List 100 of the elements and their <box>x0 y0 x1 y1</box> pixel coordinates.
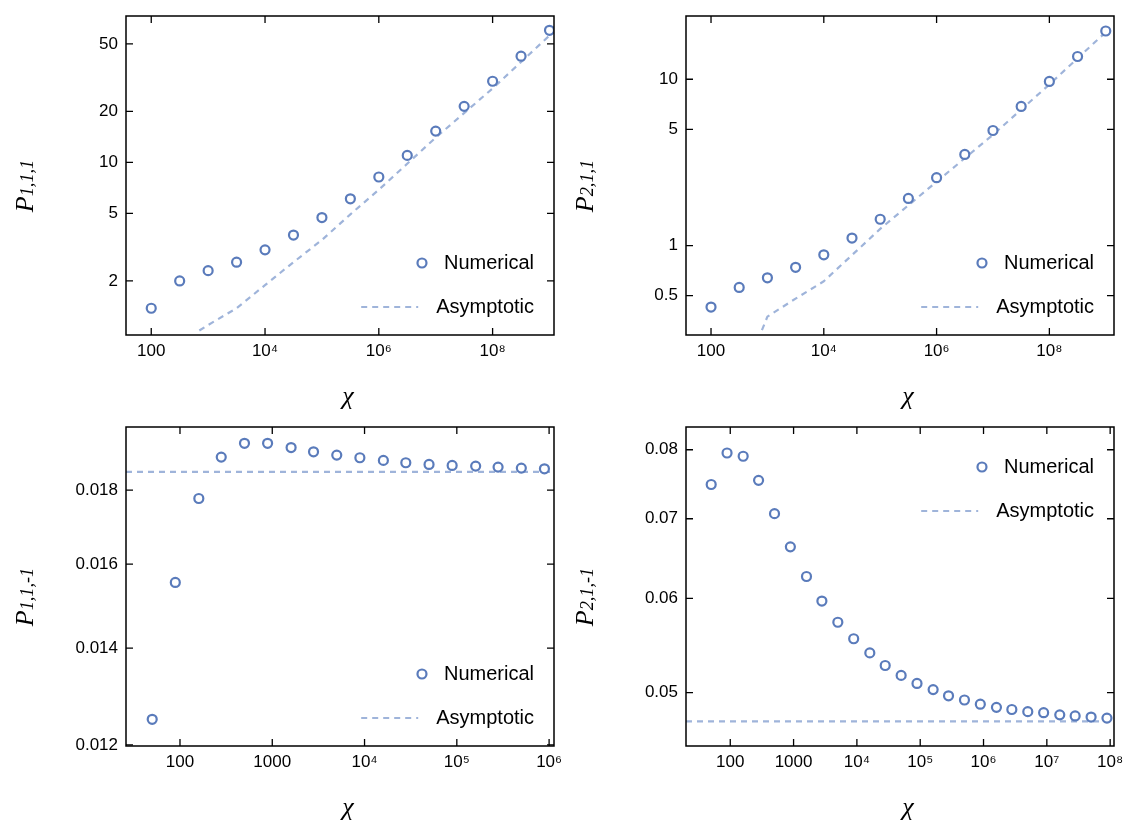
point <box>146 713 158 725</box>
x-tick-label: 100 <box>696 341 726 361</box>
point <box>238 437 251 449</box>
point <box>1101 712 1113 724</box>
x-tick-label: 100 <box>716 752 745 772</box>
point <box>262 437 274 449</box>
legend-label: Numerical <box>443 250 535 273</box>
point <box>987 124 999 137</box>
y-tick-label: 0.5 <box>654 285 678 305</box>
x-tick-label: 10⁶ <box>536 752 563 772</box>
point <box>818 249 830 261</box>
point <box>377 454 389 467</box>
x-tick-label: 1000 <box>253 752 292 772</box>
point <box>768 508 781 520</box>
y-tick-label: 5 <box>108 203 118 223</box>
point <box>215 451 227 463</box>
x-tick-label: 10⁴ <box>351 752 378 772</box>
point <box>895 669 907 682</box>
x-axis-title: χ <box>339 381 355 411</box>
x-tick-label: 10⁸ <box>1097 752 1124 772</box>
point <box>538 463 551 475</box>
point <box>790 261 802 273</box>
point <box>930 172 943 184</box>
y-tick-label: 0.07 <box>644 508 678 528</box>
point <box>1054 709 1066 721</box>
y-tick-label: 10 <box>659 68 678 88</box>
point <box>1038 707 1050 719</box>
point <box>515 50 527 62</box>
point <box>430 125 442 137</box>
point <box>174 275 186 287</box>
x-tick-label: 10⁴ <box>251 341 279 361</box>
x-tick-label: 10⁴ <box>843 752 870 772</box>
point <box>543 24 554 36</box>
x-tick-label: 100 <box>137 341 166 361</box>
x-tick-label: 10⁵ <box>443 752 470 772</box>
point <box>816 595 828 607</box>
point <box>316 211 328 224</box>
x-tick-label: 1000 <box>774 752 813 772</box>
point <box>230 256 243 268</box>
y-tick-label: 0.05 <box>644 682 678 702</box>
x-tick-label: 10⁴ <box>810 341 837 361</box>
x-axis-title: χ <box>899 792 915 822</box>
point <box>784 541 796 553</box>
y-tick-label: 0.012 <box>75 734 118 754</box>
point <box>958 694 971 706</box>
point <box>705 478 717 491</box>
y-tick-label: 0.06 <box>644 588 678 608</box>
y-tick-label: 1 <box>668 235 678 255</box>
x-tick-label: 10⁶ <box>923 341 950 361</box>
point <box>942 690 955 702</box>
x-tick-label: 10⁸ <box>1036 341 1063 361</box>
point <box>927 684 939 696</box>
point <box>1015 100 1027 113</box>
point <box>1006 703 1018 716</box>
point <box>145 302 157 314</box>
x-tick-label: 10⁸ <box>479 341 506 361</box>
point <box>761 272 774 284</box>
point <box>1100 25 1112 37</box>
point <box>846 232 858 244</box>
point <box>193 492 205 505</box>
point <box>331 449 343 461</box>
point <box>1069 710 1081 722</box>
x-tick-label: 10⁵ <box>907 752 934 772</box>
y-tick-label: 5 <box>668 119 678 138</box>
point <box>721 447 733 459</box>
point <box>458 100 470 112</box>
x-tick-label: 10⁷ <box>1034 752 1060 772</box>
point <box>874 213 886 225</box>
point <box>864 647 876 659</box>
point <box>373 171 385 183</box>
point <box>446 459 458 472</box>
point <box>848 633 860 645</box>
legend-label: Asymptotic <box>996 294 1095 317</box>
point <box>959 148 971 161</box>
point <box>344 193 356 205</box>
x-tick-label: 100 <box>165 752 195 772</box>
point <box>800 570 813 583</box>
point <box>515 462 527 474</box>
point <box>911 677 923 690</box>
point <box>400 457 412 469</box>
point <box>990 701 1003 713</box>
point <box>492 461 504 473</box>
point <box>1022 706 1034 718</box>
legend-label: Numerical <box>1003 454 1095 477</box>
y-tick-label: 0.018 <box>75 479 118 499</box>
legend-label: Asymptotic <box>996 498 1095 521</box>
y-tick-label: 20 <box>99 101 118 121</box>
legend-label: Asymptotic <box>436 705 535 728</box>
y-tick-label: 0.014 <box>75 637 118 657</box>
point <box>752 474 765 486</box>
point <box>354 452 366 464</box>
point <box>423 458 435 471</box>
point <box>470 460 482 472</box>
x-axis-title: χ <box>899 381 915 411</box>
y-tick-label: 10 <box>99 152 118 172</box>
point <box>1085 711 1097 723</box>
x-axis-title: χ <box>339 792 355 822</box>
legend-label: Numerical <box>443 661 535 684</box>
y-tick-label: 2 <box>108 270 118 290</box>
point <box>287 229 300 241</box>
